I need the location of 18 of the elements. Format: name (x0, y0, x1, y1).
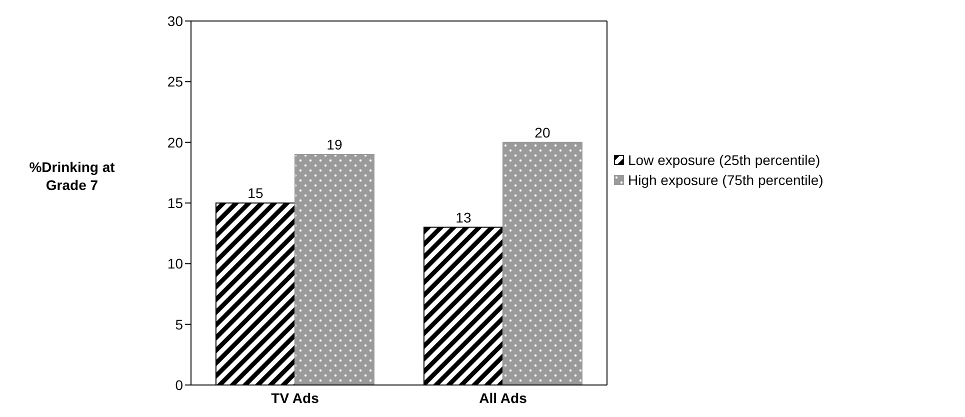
data-label: 15 (248, 185, 264, 201)
y-tick-label: 10 (167, 256, 184, 272)
y-tick-label: 0 (175, 376, 184, 393)
y-tick-label: 30 (167, 12, 184, 29)
data-label: 13 (456, 209, 472, 226)
bar (294, 154, 374, 385)
y-tick-label: 20 (167, 134, 184, 150)
x-tick-label: TV Ads (271, 390, 320, 406)
legend-label: Low exposure (25th percentile) (628, 151, 820, 170)
y-tick-label: 5 (175, 316, 184, 332)
y-tick-label: 15 (167, 194, 184, 211)
bar (502, 142, 582, 385)
data-label: 20 (534, 124, 550, 140)
data-label: 19 (326, 136, 342, 152)
y-tick-label: 25 (167, 74, 184, 90)
legend-label: High exposure (75th percentile) (628, 171, 824, 190)
x-tick-label: All Ads (479, 390, 528, 406)
y-axis-title: %Drinking at Grade 7 (28, 158, 116, 194)
